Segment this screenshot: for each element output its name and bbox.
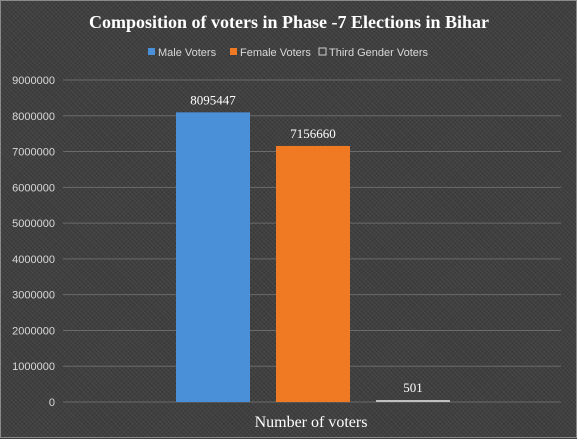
chart-title: Composition of voters in Phase -7 Electi… xyxy=(89,12,489,32)
y-tick-label: 1000000 xyxy=(12,361,55,373)
legend: Male Voters Female Voters Third Gender Vot… xyxy=(148,47,429,59)
bars xyxy=(176,112,450,402)
data-label: 501 xyxy=(403,380,423,395)
y-tick-label: 6000000 xyxy=(12,182,55,194)
y-tick-label: 8000000 xyxy=(12,111,55,123)
legend-entry: Male Voters xyxy=(158,47,217,59)
data-label: 7156660 xyxy=(290,126,336,141)
bar-third-gender-voters xyxy=(376,400,450,402)
bar-female-voters xyxy=(276,145,350,402)
data-labels: 8095447 7156660 501 xyxy=(190,92,423,395)
legend-swatch xyxy=(148,48,155,55)
legend-entry: Female Voters xyxy=(240,47,311,59)
bar-male-voters xyxy=(176,112,250,402)
legend-entry: Third Gender Voters xyxy=(329,47,429,59)
y-tick-label: 5000000 xyxy=(12,218,55,230)
legend-swatch xyxy=(230,48,237,55)
x-axis-label: Number of voters xyxy=(255,414,368,431)
data-label: 8095447 xyxy=(190,92,236,107)
y-axis: 0 1000000 2000000 3000000 4000000 5000000 6000… xyxy=(12,75,55,409)
y-tick-label: 2000000 xyxy=(12,325,55,337)
y-tick-label: 0 xyxy=(49,397,55,409)
y-tick-label: 7000000 xyxy=(12,147,55,159)
y-tick-label: 4000000 xyxy=(12,254,55,266)
y-tick-label: 3000000 xyxy=(12,290,55,302)
legend-swatch xyxy=(318,47,327,56)
y-tick-label: 9000000 xyxy=(12,75,55,87)
